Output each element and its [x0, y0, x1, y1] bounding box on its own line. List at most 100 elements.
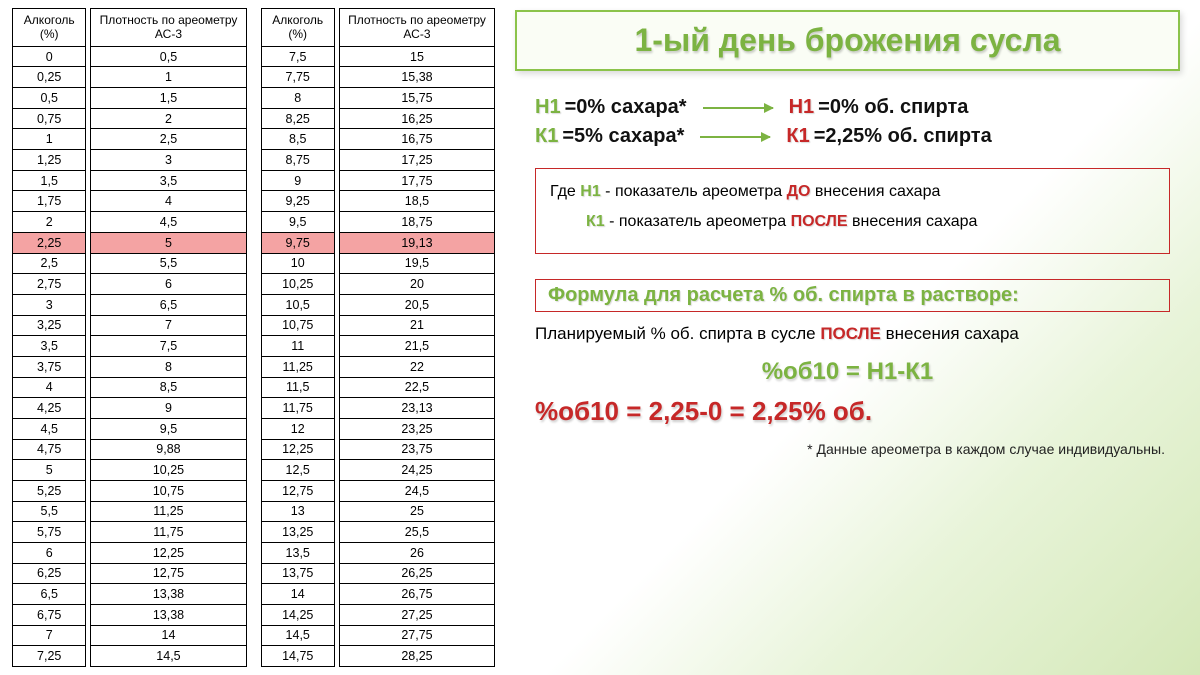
- table-row: 13,25: [261, 522, 334, 543]
- table-row: 7,75: [261, 67, 334, 88]
- table-row: 20: [339, 274, 494, 295]
- table-row: 13,5: [261, 542, 334, 563]
- table-cell: 13,38: [91, 584, 246, 605]
- table-cell: 24,5: [339, 480, 494, 501]
- table-cell: 18,5: [339, 191, 494, 212]
- table-cell: 5,5: [91, 253, 246, 274]
- table-row: 16,75: [339, 129, 494, 150]
- table-cell: 23,25: [339, 418, 494, 439]
- table-row: 0,5: [91, 46, 246, 67]
- table-row: 4: [91, 191, 246, 212]
- table-cell: 6,5: [91, 294, 246, 315]
- table-cell: 23,75: [339, 439, 494, 460]
- table-row: 8,25: [261, 108, 334, 129]
- table-cell: 10,75: [261, 315, 334, 336]
- table-row: 9: [261, 170, 334, 191]
- table-cell: 0,5: [91, 46, 246, 67]
- table-row: 25: [339, 501, 494, 522]
- table-row: 3,25: [13, 315, 86, 336]
- table-left-pair: Алкоголь (%) 00,250,50,7511,251,51,7522,…: [12, 8, 247, 667]
- table-cell: 14: [261, 584, 334, 605]
- table-row: 1,75: [13, 191, 86, 212]
- table-row: 5,25: [13, 480, 86, 501]
- table-cell: 0,75: [13, 108, 86, 129]
- table-row: 4,75: [13, 439, 86, 460]
- legend-h1: Где Н1 - показатель ареометра ДО внесени…: [550, 183, 1155, 201]
- table-row: 15,75: [339, 88, 494, 109]
- header-alc: Алкоголь (%): [261, 9, 334, 47]
- table-row: 5,5: [13, 501, 86, 522]
- table-cell: 20: [339, 274, 494, 295]
- table-row: 6,5: [91, 294, 246, 315]
- table-row: 19,5: [339, 253, 494, 274]
- table-cell: 10,25: [261, 274, 334, 295]
- table-row: 17,25: [339, 150, 494, 171]
- table-row: 5,5: [91, 253, 246, 274]
- table-cell: 8,25: [261, 108, 334, 129]
- table-cell: 11,25: [91, 501, 246, 522]
- table-row: 7,5: [91, 336, 246, 357]
- table-row: 1: [13, 129, 86, 150]
- table-row: 14: [261, 584, 334, 605]
- table-cell: 7,75: [261, 67, 334, 88]
- table-row: 28,25: [339, 646, 494, 667]
- table-cell: 16,25: [339, 108, 494, 129]
- table-cell: 13,25: [261, 522, 334, 543]
- table-row: 3,5: [13, 336, 86, 357]
- table-row: 9,5: [91, 418, 246, 439]
- k1-left-rest: =5% сахара*: [562, 125, 684, 148]
- table-row: 12,25: [261, 439, 334, 460]
- table-cell: 7: [13, 625, 86, 646]
- table-cell: 14: [91, 625, 246, 646]
- table-cell: 14,5: [261, 625, 334, 646]
- table-cell: 11,25: [261, 356, 334, 377]
- table-row: 24,25: [339, 460, 494, 481]
- k1-right-label: К1: [786, 125, 809, 148]
- table-cell: 14,5: [91, 646, 246, 667]
- table-row: 11,75: [91, 522, 246, 543]
- table-row: 20,5: [339, 294, 494, 315]
- table-row: 2: [91, 108, 246, 129]
- header-alc: Алкоголь (%): [13, 9, 86, 47]
- table-row: 4,5: [91, 212, 246, 233]
- table-row: 5,75: [13, 522, 86, 543]
- table-cell: 4,25: [13, 398, 86, 419]
- table-row: 12,75: [261, 480, 334, 501]
- table-cell: 3,5: [13, 336, 86, 357]
- table-cell: 17,25: [339, 150, 494, 171]
- table-row: 10,5: [261, 294, 334, 315]
- table-row: 5: [13, 460, 86, 481]
- table-right-density: Плотность по ареометру АС-3 1515,3815,75…: [339, 8, 495, 667]
- table-cell: 0,25: [13, 67, 86, 88]
- table-cell: 13,38: [91, 604, 246, 625]
- formula-general: %об10 = Н1-К1: [515, 358, 1180, 386]
- table-row: 15: [339, 46, 494, 67]
- table-cell: 8,75: [261, 150, 334, 171]
- table-cell: 3: [13, 294, 86, 315]
- table-row: 27,25: [339, 604, 494, 625]
- table-cell: 12,75: [261, 480, 334, 501]
- legend-box: Где Н1 - показатель ареометра ДО внесени…: [535, 168, 1170, 254]
- table-cell: 3: [91, 150, 246, 171]
- table-row: 10,75: [261, 315, 334, 336]
- table-row: 14,75: [261, 646, 334, 667]
- table-row: 0,5: [13, 88, 86, 109]
- arrow-icon: [700, 136, 770, 138]
- table-row: 16,25: [339, 108, 494, 129]
- table-row: 9: [91, 398, 246, 419]
- k1-right-rest: =2,25% об. спирта: [814, 125, 992, 148]
- table-row: 4,25: [13, 398, 86, 419]
- equations-block: Н1=0% сахара* Н1=0% об. спирта К1=5% сах…: [535, 96, 1180, 148]
- table-row: 12,75: [91, 563, 246, 584]
- table-cell: 19,5: [339, 253, 494, 274]
- table-cell: 6,5: [13, 584, 86, 605]
- table-row: 1,25: [13, 150, 86, 171]
- info-panel: 1-ый день брожения сусла Н1=0% сахара* Н…: [495, 0, 1200, 675]
- table-row: 23,13: [339, 398, 494, 419]
- table-row: 10: [261, 253, 334, 274]
- table-cell: 26: [339, 542, 494, 563]
- table-cell: 16,75: [339, 129, 494, 150]
- table-cell: 6: [91, 274, 246, 295]
- table-cell: 2,25: [13, 232, 86, 253]
- tables-panel: Алкоголь (%) 00,250,50,7511,251,51,7522,…: [0, 0, 495, 675]
